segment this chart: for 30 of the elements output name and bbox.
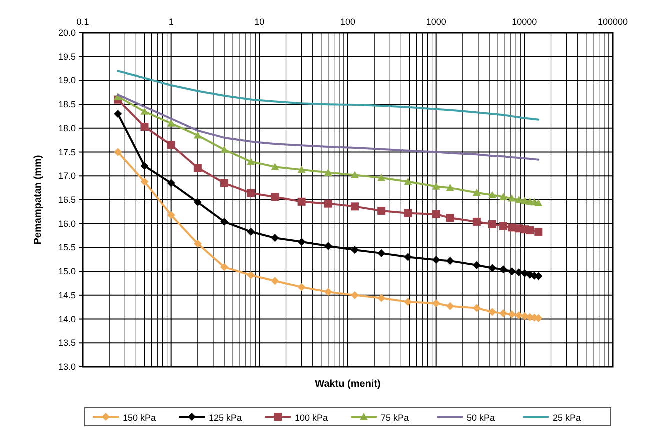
- y-tick-label: 14.5: [58, 290, 76, 300]
- y-tick-label: 15.5: [58, 242, 76, 253]
- y-tick-label: 13.5: [58, 338, 76, 348]
- legend-label: 100 kPa: [295, 413, 328, 423]
- y-tick-label: 17.0: [58, 171, 76, 182]
- x-tick-label: 1: [168, 17, 174, 27]
- legend-label: 50 kPa: [467, 413, 496, 423]
- x-tick-label: 1000: [426, 17, 446, 27]
- x-tick-label: 100: [340, 17, 356, 27]
- x-tick-label: 10000: [512, 17, 538, 27]
- y-tick-label: 19.5: [58, 52, 76, 62]
- y-axis-title: Pemampatan (mm): [33, 155, 44, 245]
- y-tick-label: 13.0: [58, 362, 76, 372]
- x-tick-label: 0.1: [76, 17, 90, 27]
- y-tick-label: 17.5: [58, 147, 76, 158]
- legend-label: 150 kPa: [123, 413, 156, 423]
- y-tick-label: 15.0: [58, 266, 76, 277]
- legend-label: 125 kPa: [209, 413, 242, 423]
- y-tick-label: 18.0: [58, 123, 76, 134]
- y-tick-label: 14.0: [58, 314, 76, 324]
- y-tick-label: 18.5: [58, 100, 76, 110]
- y-tick-label: 20.0: [58, 28, 76, 38]
- y-tick-label: 19.0: [58, 76, 76, 86]
- x-axis-title: Waktu (menit): [315, 379, 381, 390]
- x-tick-label: 100000: [598, 17, 628, 27]
- y-tick-label: 16.0: [58, 218, 76, 229]
- y-tick-label: 16.5: [58, 195, 76, 205]
- legend-label: 75 kPa: [381, 413, 410, 423]
- x-tick-label: 10: [254, 17, 265, 27]
- legend-label: 25 kPa: [553, 413, 582, 423]
